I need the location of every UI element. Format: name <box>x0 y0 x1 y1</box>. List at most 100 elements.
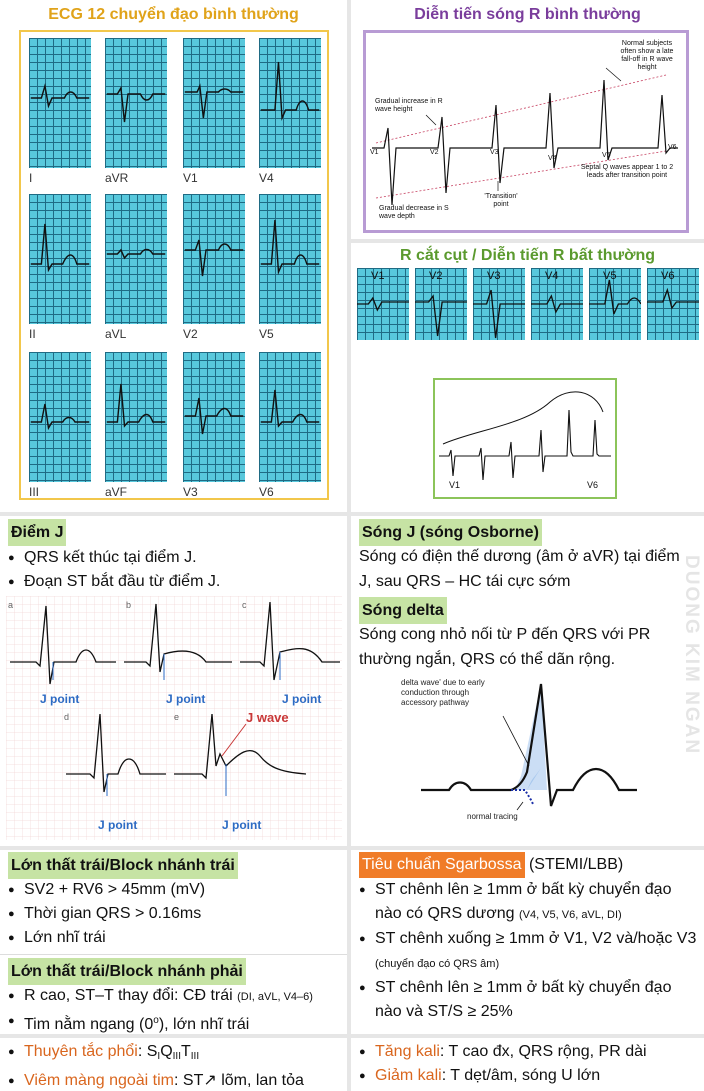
rprog-ann-increase: Gradual increase in R wave height <box>375 98 443 113</box>
peri-item: Viêm màng ngoài tim: ST↗ lõm, lan tỏa <box>8 1069 346 1091</box>
hypok-text: : T dẹt/âm, sóng U lớn <box>441 1067 601 1084</box>
misc-right-bullets: Tăng kali: T cao đx, QRS rộng, PR dài Gi… <box>359 1040 699 1088</box>
rprog-lead-V3: V3 <box>490 149 499 156</box>
abnormal-lead-label: V6 <box>661 270 675 282</box>
ecg12-strip <box>105 352 167 482</box>
ecg12-lead-label: I <box>29 171 33 185</box>
rprog-lead-V5: V5 <box>602 152 611 159</box>
ecg12-title: ECG 12 chuyển đạo bình thường <box>48 6 299 23</box>
rbbb-bullet-1-main: R cao, ST–T thay đổi: CĐ trái <box>24 987 233 1004</box>
jpoint-figure-svg <box>6 596 342 840</box>
sgarbossa-bullet-1: ST chênh lên ≥ 1mm ở bất kỳ chuyển đạo n… <box>359 878 699 927</box>
sgarbossa-bullet-2-leads: (chuyển đạo có QRS âm) <box>375 958 500 970</box>
jwave-text: Sóng có điện thế dương (âm ở aVR) tại đi… <box>359 548 680 590</box>
abnormal-v1-label: V1 <box>449 480 460 490</box>
abnormal-strip: V2 <box>415 268 467 340</box>
pe-item: Thuyên tắc phổi: SIQIIITIII <box>8 1040 346 1069</box>
pe-sub3: III <box>190 1051 200 1062</box>
jwave-title: Sóng J (sóng Osborne) <box>359 519 542 546</box>
ecg12-lead-label: III <box>29 485 40 499</box>
jpoint-letter-b: b <box>126 600 132 610</box>
lbbb-bullet-1: SV2 + RV6 > 45mm (mV) <box>8 878 338 902</box>
abnormal-panel: R cắt cụt / Diễn tiến R bất thường V1 V2 V… <box>351 243 704 512</box>
ecg12-strip <box>29 194 91 324</box>
rprog-lead-V6: V6 <box>668 144 677 151</box>
ecg12-lead-label: aVR <box>105 171 129 185</box>
abnormal-lead-label: V3 <box>487 270 501 282</box>
rprog-frame <box>363 30 689 233</box>
ecg12-lead-label: V3 <box>183 485 198 499</box>
ecg12-lead-label: aVL <box>105 327 127 341</box>
ecg12-strip <box>183 194 245 324</box>
lbbb-title: Lớn thất trái/Block nhánh trái <box>8 852 238 879</box>
rprog-lead-V2: V2 <box>430 149 439 156</box>
ecg12-lead-label: V2 <box>183 327 198 341</box>
jpoint-letter-a: a <box>8 600 14 610</box>
rprog-panel: Diễn tiến sóng R bình thường V1 V2 V3 V4… <box>351 0 704 239</box>
rbbb-bullet-1: R cao, ST–T thay đổi: CĐ trái (DI, aVL, … <box>8 984 343 1009</box>
delta-normal-annotation: normal tracing <box>467 812 518 821</box>
rbbb-title: Lớn thất trái/Block nhánh phải <box>8 958 246 985</box>
jwave-delta-panel: Sóng J (sóng Osborne) Sóng có điện thế d… <box>351 516 704 846</box>
hyperk-label: Tăng kali <box>375 1043 440 1060</box>
rprog-title: Diễn tiến sóng R bình thường <box>414 6 641 23</box>
jpoint-bullet-2: Đoạn ST bắt đầu từ điểm J. <box>8 570 338 594</box>
delta-annotation: delta wave' due to early conduction thro… <box>401 678 485 707</box>
ecg12-strip <box>105 38 167 168</box>
jpoint-label-d: J point <box>98 818 138 832</box>
jpoint-letter-c: c <box>242 600 247 610</box>
abnormal-strip: V6 <box>647 268 699 340</box>
pe-q: Q <box>160 1043 173 1060</box>
rbbb-bullet-2: Tim nằm ngang (0o), lớn nhĩ trái <box>8 1009 343 1034</box>
hyperk-text: : T cao đx, QRS rộng, PR dài <box>439 1043 647 1060</box>
abnormal-strip: V3 <box>473 268 525 340</box>
jpoint-label-e: J point <box>222 818 262 832</box>
sgarbossa-bullets: ST chênh lên ≥ 1mm ở bất kỳ chuyển đạo n… <box>359 878 699 1024</box>
sgarbossa-title-suffix: (STEMI/LBB) <box>528 856 624 873</box>
abnormal-frame: V1 V6 <box>433 378 617 499</box>
jpoint-label-a: J point <box>40 692 80 706</box>
ecg12-strip <box>183 352 245 482</box>
ecg12-lead-label: V6 <box>259 485 274 499</box>
delta-figure-svg <box>421 683 637 811</box>
abnormal-title: R cắt cụt / Diễn tiến R bất thường <box>400 247 655 264</box>
jpoint-panel: Điểm J QRS kết thúc tại điểm J. Đoạn ST … <box>0 516 347 846</box>
lbbb-bullets: SV2 + RV6 > 45mm (mV) Thời gian QRS > 0.… <box>8 878 338 950</box>
abnormal-lead-label: V1 <box>371 270 385 282</box>
rprog-lead-V1: V1 <box>370 149 379 156</box>
ecg12-lead-label: V4 <box>259 171 274 185</box>
abnormal-strips: V1 V2 V3 V4 V5 V6 <box>357 268 701 340</box>
sgarbossa-panel: Tiêu chuẩn Sgarbossa (STEMI/LBB) ST chên… <box>351 850 704 1034</box>
ecg12-lead-label: aVF <box>105 485 128 499</box>
hyperk-item: Tăng kali: T cao đx, QRS rộng, PR dài <box>359 1040 699 1064</box>
jpoint-label-b: J point <box>166 692 206 706</box>
peri-text: : ST↗ lõm, lan tỏa <box>174 1072 304 1089</box>
misc-left-bullets: Thuyên tắc phổi: SIQIIITIII Viêm màng ng… <box>8 1040 346 1091</box>
sgarbossa-bullet-2-main: ST chênh xuống ≥ 1mm ở V1, V2 và/hoặc V3 <box>375 930 697 947</box>
rbbb-bullet-2-main: Tim nằm ngang (0 <box>24 1016 154 1033</box>
ecg12-strip <box>259 38 321 168</box>
rbbb-bullet-2-degree: o <box>153 1015 159 1026</box>
rbbb-bullet-2-end: ), lớn nhĩ trái <box>158 1016 250 1033</box>
sgarbossa-bullet-3: ST chênh lên ≥ 1mm ở bất kỳ chuyển đạo n… <box>359 976 699 1024</box>
ecg12-strip <box>29 352 91 482</box>
jpoint-title: Điểm J <box>8 519 67 546</box>
hypok-label: Giảm kali <box>375 1067 442 1084</box>
jpoint-label-c: J point <box>282 692 322 706</box>
lbbb-bullet-3: Lớn nhĩ trái <box>8 926 338 950</box>
jpoint-letter-e: e <box>174 712 180 722</box>
ecg12-lead-label: V1 <box>183 171 198 185</box>
watermark: DUONG KIM NGAN <box>681 554 702 756</box>
pe-sub1: I <box>157 1051 161 1062</box>
sgarbossa-bullet-1-main: ST chênh lên ≥ 1mm ở bất kỳ chuyển đạo n… <box>375 881 672 922</box>
pe-t: T <box>181 1043 191 1060</box>
rbbb-bullet-1-leads: (DI, aVL, V4–6) <box>237 991 313 1003</box>
pe-s: S <box>146 1043 158 1060</box>
abnormal-lead-label: V4 <box>545 270 559 282</box>
misc-left-panel: Thuyên tắc phổi: SIQIIITIII Viêm màng ng… <box>0 1038 347 1091</box>
rprog-ann-normal-subjects: Normal subjects often show a late fall-o… <box>620 40 674 71</box>
abnormal-strip: V1 <box>357 268 409 340</box>
ecg12-strip <box>183 38 245 168</box>
jpoint-bullet-1: QRS kết thúc tại điểm J. <box>8 546 338 570</box>
rprog-lead-V4: V4 <box>548 155 557 162</box>
